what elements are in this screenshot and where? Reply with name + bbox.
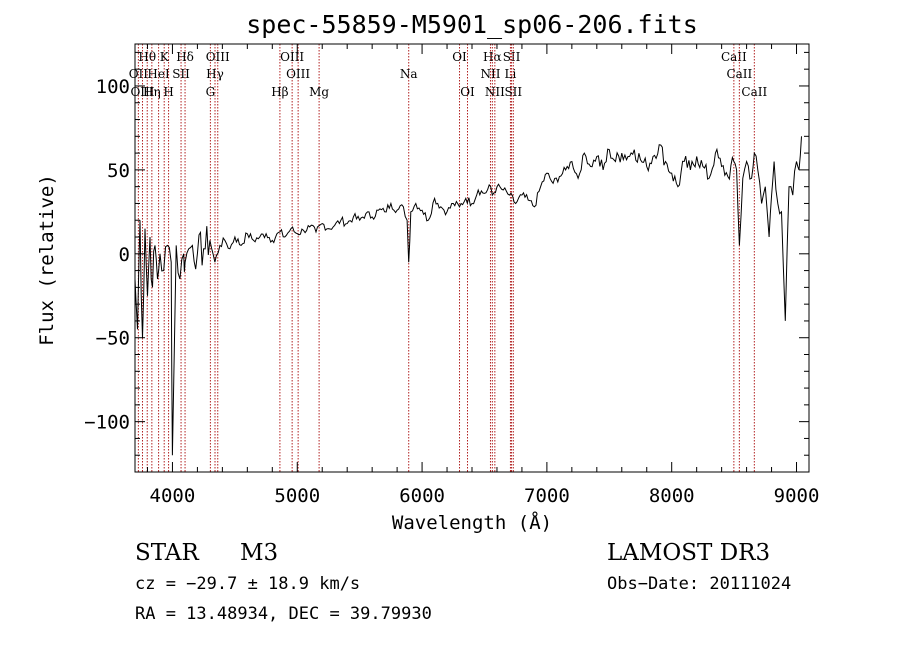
x-axis-label: Wavelength (Å) — [392, 511, 552, 534]
marker-label-9: OII — [129, 67, 149, 81]
axis-ticks: 4000 5000 6000 7000 8000 9000 −100 −50 0 50 100 — [84, 44, 819, 507]
chart-title: spec-55859-M5901_sp06-206.fits — [246, 10, 698, 39]
redshift-velocity: cz = −29.7 ± 18.9 km/s — [135, 574, 360, 594]
x-tick-label-5: 9000 — [774, 485, 820, 507]
marker-label-7: SII — [503, 50, 521, 64]
marker-label-22: Hβ — [271, 85, 288, 99]
marker-label-20: H — [163, 85, 173, 99]
y-tick-label-1: −50 — [96, 328, 130, 350]
marker-label-1: K — [160, 50, 170, 64]
ra-dec-coordinates: RA = 13.48934, DEC = 39.79930 — [135, 604, 432, 624]
marker-label-10: HeI — [147, 67, 170, 81]
plot-frame — [134, 43, 810, 473]
marker-label-4: OIII — [280, 50, 304, 64]
marker-label-17: CaII — [726, 67, 752, 81]
observation-date: Obs−Date: 20111024 — [607, 574, 791, 594]
y-tick-label-3: 50 — [107, 160, 130, 182]
marker-label-2: Hδ — [176, 50, 194, 64]
marker-label-19: Hη — [143, 85, 161, 99]
marker-label-5: OI — [452, 50, 467, 64]
marker-label-23: Mg — [309, 85, 329, 99]
marker-label-15: NII — [480, 67, 500, 81]
marker-label-13: OIII — [286, 67, 310, 81]
marker-label-11: SII — [172, 67, 190, 81]
marker-label-3: OIII — [206, 50, 230, 64]
x-tick-label-4: 8000 — [649, 485, 695, 507]
marker-label-21: G — [206, 85, 216, 99]
y-tick-label-2: 0 — [119, 244, 130, 266]
marker-label-16: Li — [505, 67, 517, 81]
object-subclass: M3 — [240, 540, 278, 566]
marker-label-24: OI — [460, 85, 475, 99]
marker-label-18: OIII — [130, 85, 154, 99]
y-tick-label-0: −100 — [84, 412, 130, 434]
marker-label-26: SII — [504, 85, 522, 99]
x-tick-label-0: 4000 — [150, 485, 196, 507]
x-tick-label-1: 5000 — [274, 485, 320, 507]
spectrum-line — [134, 136, 802, 456]
marker-label-0: Hθ — [138, 50, 156, 64]
survey-name: LAMOST DR3 — [607, 540, 770, 566]
marker-label-12: Hγ — [206, 67, 224, 81]
marker-label-27: CaII — [741, 85, 767, 99]
x-tick-label-3: 7000 — [524, 485, 570, 507]
marker-label-8: CaII — [721, 50, 747, 64]
y-axis-label: Flux (relative) — [36, 174, 58, 346]
object-class: STAR — [135, 540, 199, 566]
marker-label-25: NII — [485, 85, 505, 99]
marker-label-14: Na — [400, 67, 418, 81]
x-tick-label-2: 6000 — [399, 485, 445, 507]
y-tick-label-4: 100 — [96, 76, 130, 98]
marker-label-6: Hα — [483, 50, 502, 64]
